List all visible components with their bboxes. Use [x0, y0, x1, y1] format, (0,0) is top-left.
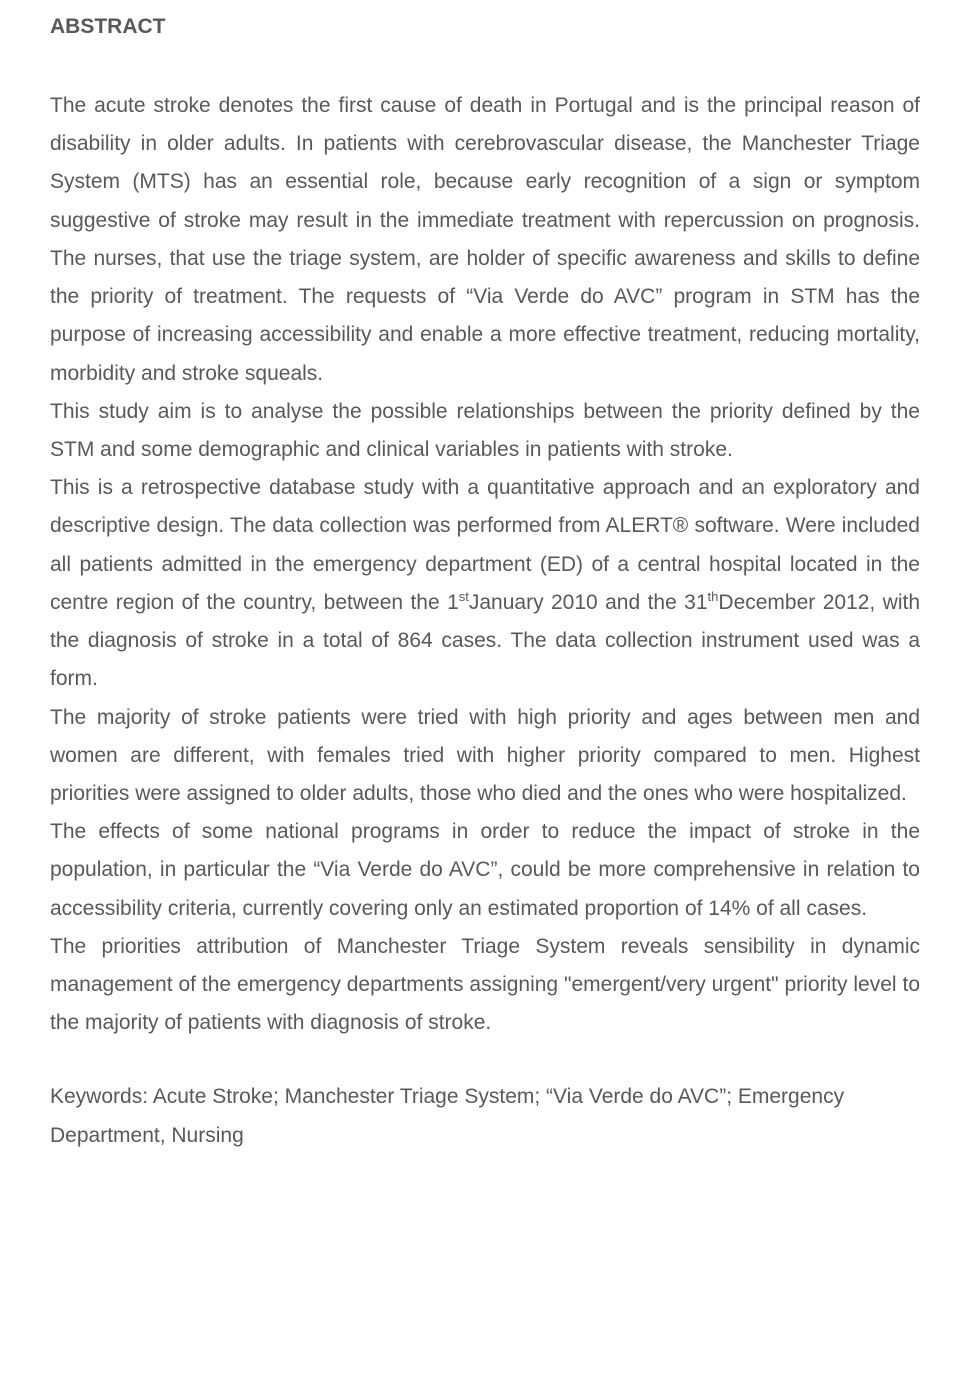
- paragraph-text: The majority of stroke patients were tri…: [50, 706, 920, 805]
- paragraph-text: January 2010 and the 31: [469, 591, 708, 614]
- paragraph-text: The priorities attribution of Manchester…: [50, 935, 920, 1034]
- ordinal-superscript: st: [459, 589, 469, 604]
- paragraph-text: The effects of some national programs in…: [50, 820, 920, 919]
- paragraph-text: The acute stroke denotes the first cause…: [50, 94, 920, 385]
- abstract-paragraph-4: The majority of stroke patients were tri…: [50, 699, 920, 814]
- abstract-paragraph-1: The acute stroke denotes the first cause…: [50, 87, 920, 393]
- abstract-paragraph-3: This is a retrospective database study w…: [50, 469, 920, 698]
- abstract-paragraph-2: This study aim is to analyse the possibl…: [50, 393, 920, 469]
- paragraph-text: This study aim is to analyse the possibl…: [50, 400, 920, 461]
- keywords-line: Keywords: Acute Stroke; Manchester Triag…: [50, 1078, 920, 1154]
- abstract-paragraph-5: The effects of some national programs in…: [50, 813, 920, 928]
- ordinal-superscript: th: [708, 589, 719, 604]
- abstract-paragraph-6: The priorities attribution of Manchester…: [50, 928, 920, 1043]
- document-page: ABSTRACT The acute stroke denotes the fi…: [0, 0, 960, 1377]
- abstract-heading: ABSTRACT: [50, 15, 920, 39]
